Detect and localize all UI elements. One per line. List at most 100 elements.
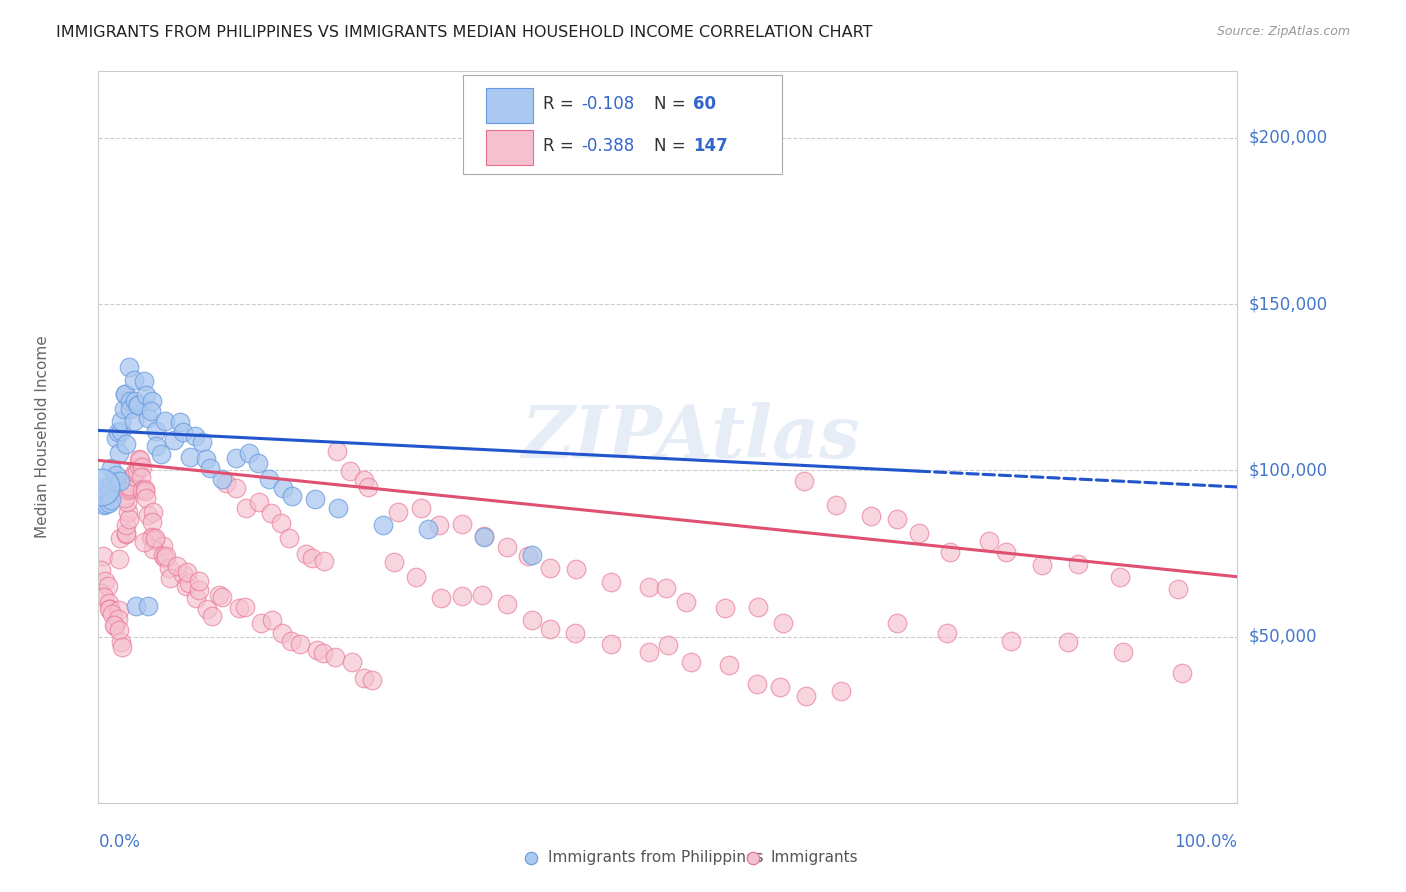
Point xyxy=(108,552,131,566)
Point xyxy=(118,401,141,416)
Point xyxy=(860,509,883,524)
Point xyxy=(342,655,364,669)
Point xyxy=(259,506,281,520)
Point xyxy=(104,618,127,632)
Point xyxy=(793,475,815,489)
Point xyxy=(117,481,139,495)
Point xyxy=(714,600,737,615)
Point xyxy=(118,394,141,409)
Text: N =: N = xyxy=(654,137,692,155)
Point xyxy=(101,607,124,622)
Point xyxy=(132,534,155,549)
Point xyxy=(104,431,127,445)
Point xyxy=(772,616,794,631)
Point xyxy=(184,591,207,605)
Text: R =: R = xyxy=(543,95,579,113)
Point xyxy=(745,677,768,691)
Point xyxy=(796,689,818,703)
Point xyxy=(155,549,177,563)
Point xyxy=(977,533,1000,548)
Text: 0.0%: 0.0% xyxy=(98,833,141,851)
Point xyxy=(97,482,120,496)
Point xyxy=(101,475,124,489)
Point xyxy=(200,461,222,475)
Text: Source: ZipAtlas.com: Source: ZipAtlas.com xyxy=(1216,25,1350,38)
Point xyxy=(107,425,129,439)
Point xyxy=(742,796,765,810)
Text: 147: 147 xyxy=(693,137,728,155)
Point xyxy=(98,602,121,616)
Point xyxy=(1000,634,1022,648)
Point xyxy=(312,646,335,660)
Point xyxy=(100,461,122,475)
Point xyxy=(129,470,152,484)
Point xyxy=(326,500,349,515)
Point xyxy=(201,609,224,624)
Point xyxy=(152,539,174,553)
Point xyxy=(995,545,1018,559)
Point xyxy=(114,526,136,541)
Point xyxy=(188,574,211,588)
Point xyxy=(600,637,623,651)
Point xyxy=(520,548,543,562)
Point xyxy=(115,437,138,451)
Point xyxy=(128,459,150,474)
Point xyxy=(194,452,217,467)
Point xyxy=(96,497,118,511)
Point xyxy=(1167,582,1189,596)
Point xyxy=(418,523,440,537)
Point xyxy=(520,613,543,627)
Point xyxy=(97,596,120,610)
Point xyxy=(1057,635,1080,649)
Point xyxy=(190,435,212,450)
Point xyxy=(281,489,304,503)
Point xyxy=(127,398,149,412)
Point xyxy=(98,496,121,510)
Point xyxy=(564,626,586,640)
Point xyxy=(122,414,145,428)
Point xyxy=(260,613,283,627)
Point xyxy=(472,530,495,544)
Point xyxy=(141,531,163,545)
Point xyxy=(117,483,139,497)
Point xyxy=(270,516,292,530)
Point xyxy=(277,531,299,545)
Point xyxy=(143,531,166,545)
Point xyxy=(238,446,260,460)
Point xyxy=(233,599,256,614)
Point xyxy=(360,673,382,687)
Point xyxy=(769,680,792,694)
Point xyxy=(184,428,207,442)
Point xyxy=(103,618,125,632)
Point xyxy=(323,650,346,665)
Point xyxy=(225,481,247,495)
Point xyxy=(679,655,702,669)
Point xyxy=(657,638,679,652)
Point xyxy=(157,561,180,575)
Text: $50,000: $50,000 xyxy=(1249,628,1317,646)
Point xyxy=(107,612,129,626)
Text: IMMIGRANTS FROM PHILIPPINES VS IMMIGRANTS MEDIAN HOUSEHOLD INCOME CORRELATION CH: IMMIGRANTS FROM PHILIPPINES VS IMMIGRANT… xyxy=(56,25,873,40)
Point xyxy=(247,457,270,471)
Point xyxy=(163,434,186,448)
Point xyxy=(1171,665,1194,680)
Point xyxy=(270,625,292,640)
Text: ZIPAtlas: ZIPAtlas xyxy=(522,401,860,473)
Point xyxy=(127,398,149,412)
Point xyxy=(179,450,201,465)
Point xyxy=(294,547,316,561)
Point xyxy=(118,479,141,493)
Point xyxy=(114,387,136,401)
Point xyxy=(90,563,112,577)
Point xyxy=(132,374,155,388)
Point xyxy=(830,684,852,698)
Point xyxy=(304,492,326,507)
Point xyxy=(290,637,312,651)
Point xyxy=(430,591,453,606)
Point xyxy=(110,635,132,649)
Point xyxy=(382,555,405,569)
Point xyxy=(90,480,112,494)
Point xyxy=(450,589,472,603)
Point xyxy=(353,473,375,487)
Point xyxy=(134,482,156,496)
